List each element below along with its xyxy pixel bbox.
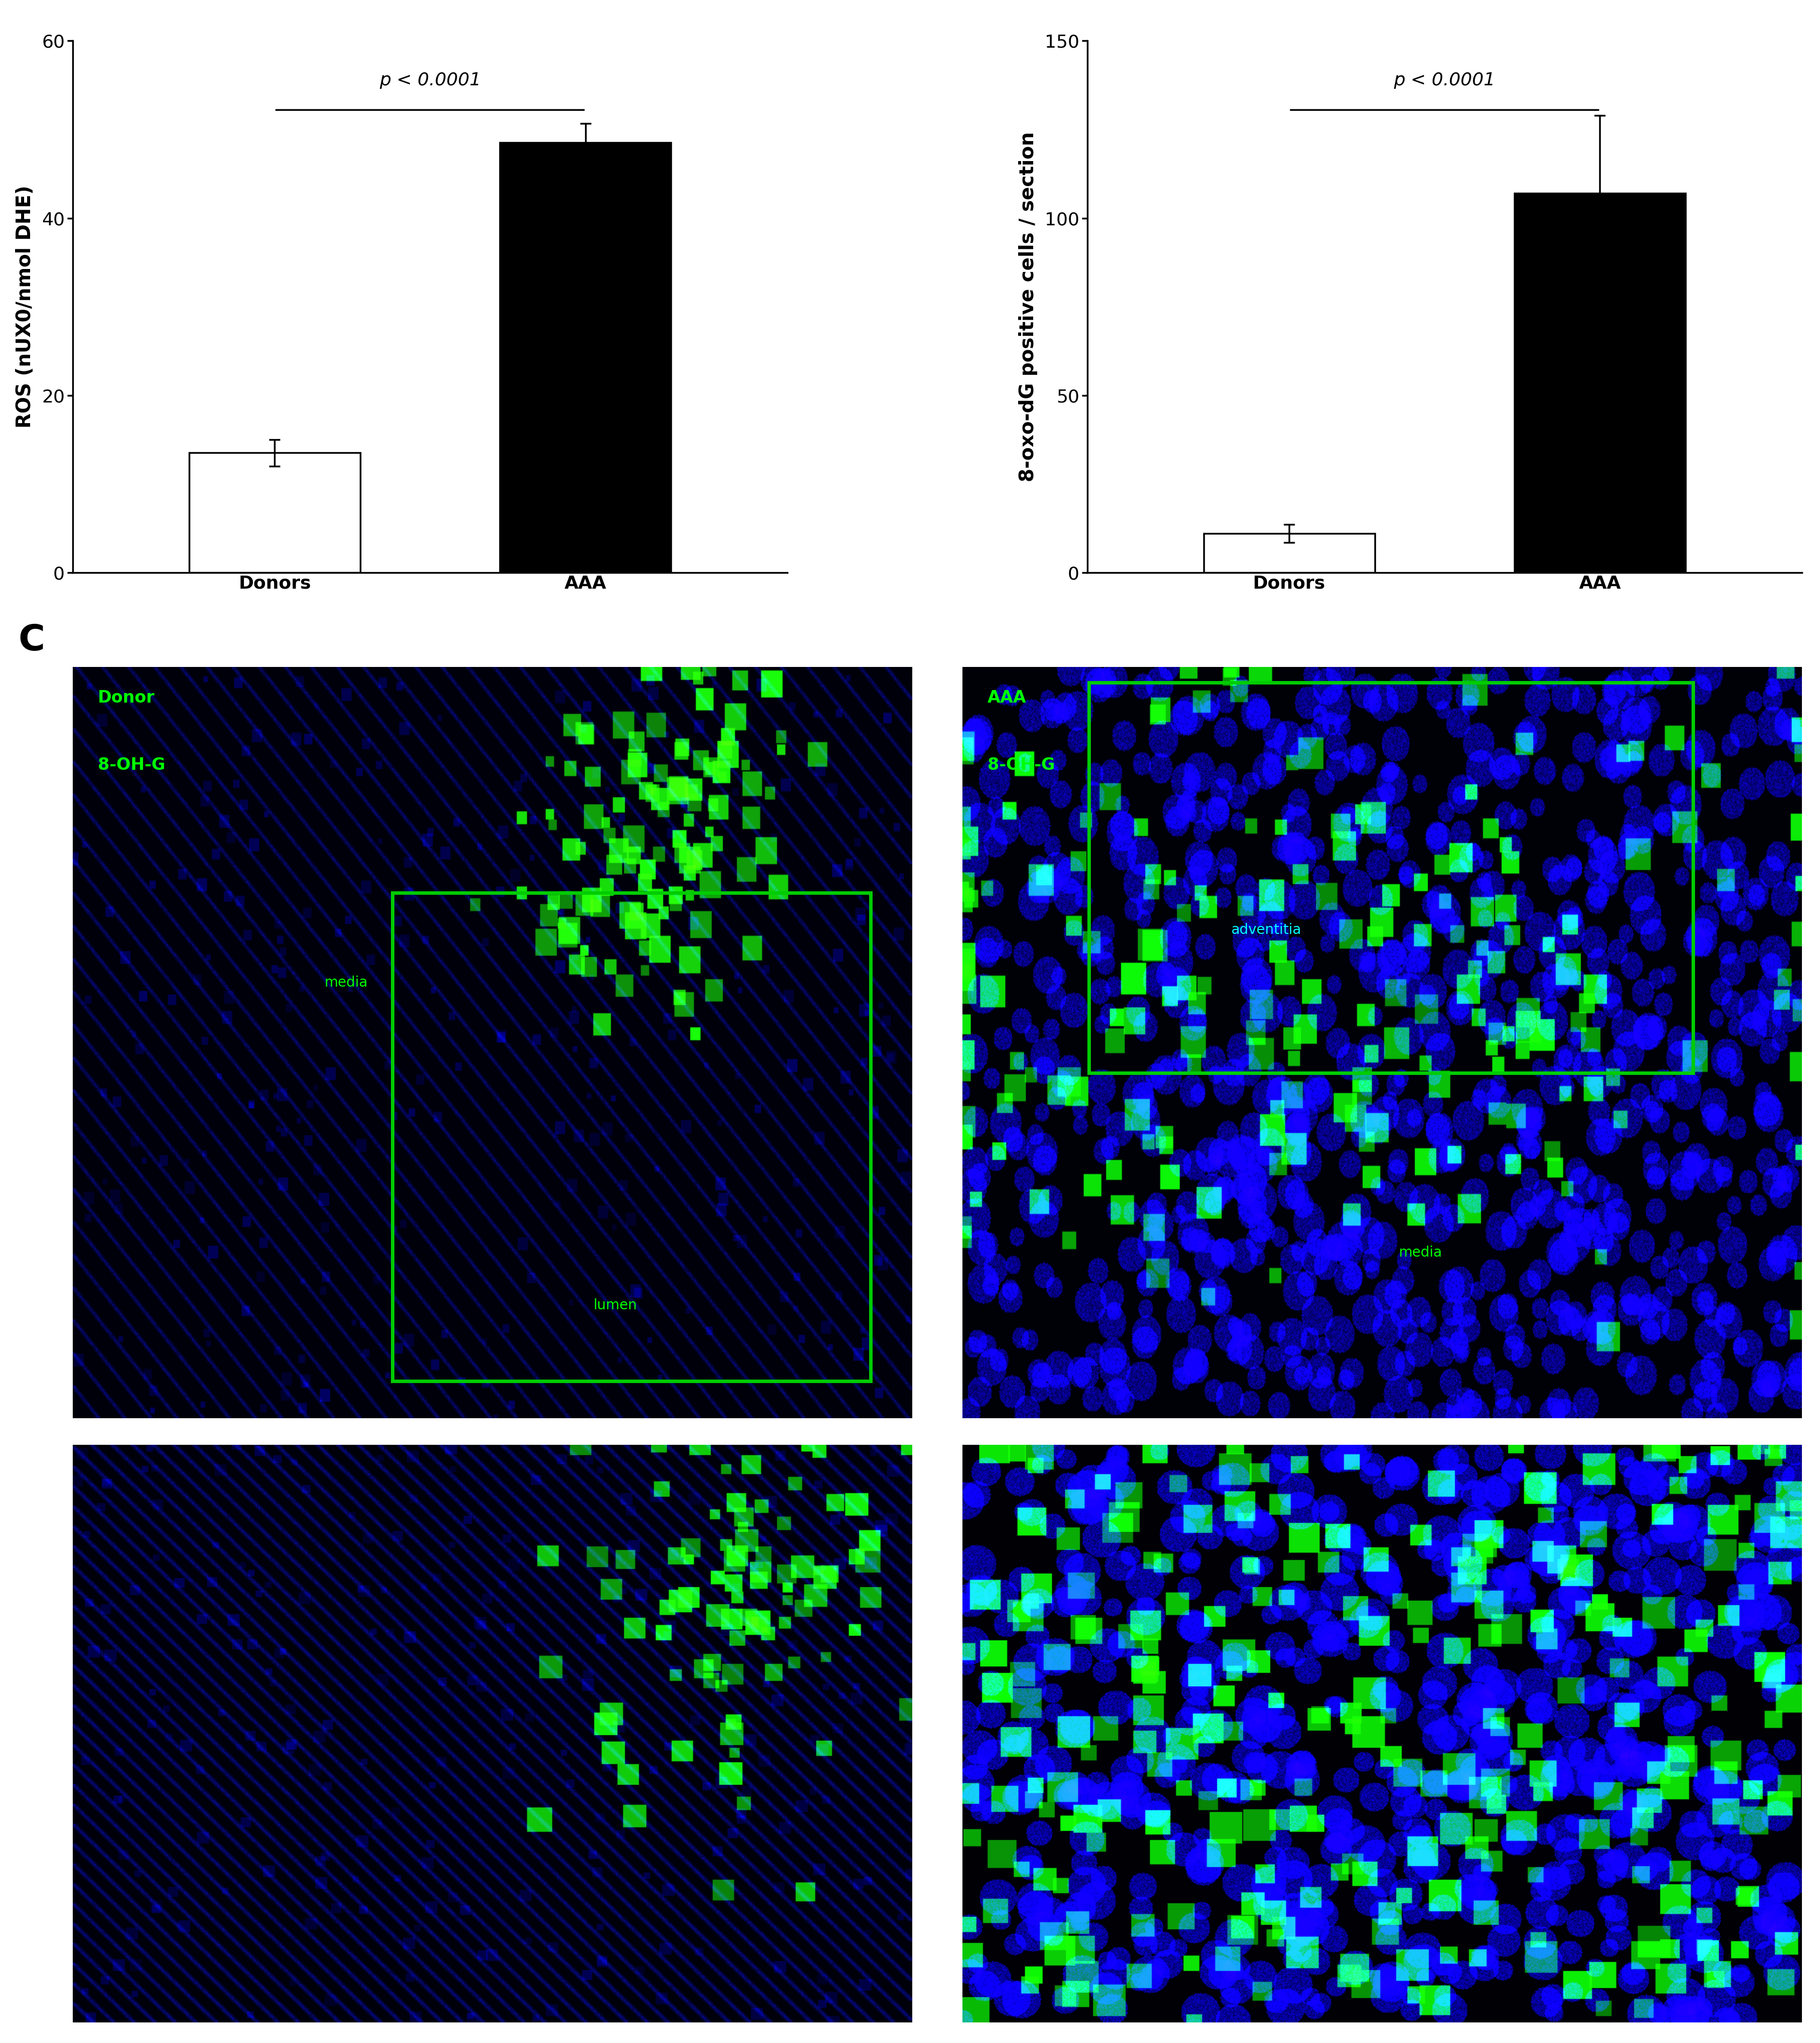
Y-axis label: 8-oxo-dG positive cells / section: 8-oxo-dG positive cells / section	[1019, 131, 1037, 482]
Text: media: media	[1400, 1246, 1441, 1261]
Text: 8-OH-G: 8-OH-G	[98, 758, 166, 774]
Bar	[1088, 682, 1693, 1073]
Text: media: media	[324, 975, 368, 989]
Text: lumen: lumen	[593, 1299, 637, 1312]
Bar	[1514, 194, 1685, 572]
Y-axis label: ROS (nUX0/nmol DHE): ROS (nUX0/nmol DHE)	[16, 186, 35, 429]
Text: AAA: AAA	[988, 688, 1026, 707]
Bar	[500, 143, 672, 572]
Text: adventitia: adventitia	[1230, 923, 1301, 938]
Text: p < 0.0001: p < 0.0001	[1394, 72, 1496, 88]
Bar	[391, 893, 870, 1381]
Bar	[189, 454, 360, 572]
Text: Donor: Donor	[98, 688, 155, 707]
Text: 8-OH-G: 8-OH-G	[988, 758, 1056, 774]
Text: p < 0.0001: p < 0.0001	[379, 72, 480, 88]
Text: C: C	[18, 623, 46, 658]
Bar	[1203, 533, 1374, 572]
